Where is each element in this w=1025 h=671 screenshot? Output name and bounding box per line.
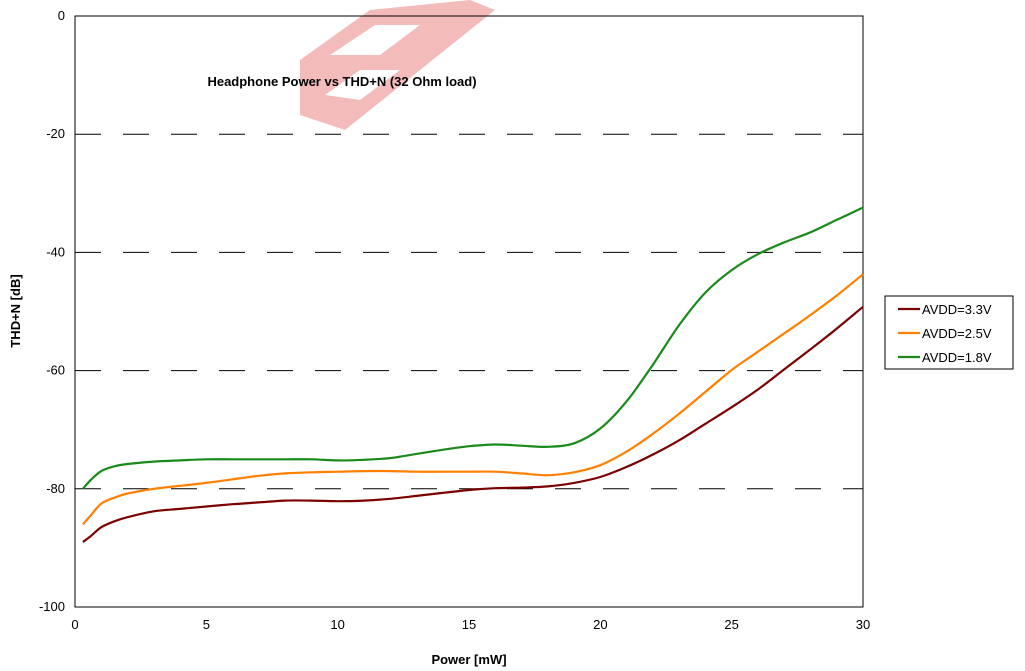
x-tick-label: 25 [724, 617, 738, 632]
legend-label: AVDD=1.8V [922, 350, 992, 365]
y-axis-label: THD+N [dB] [8, 274, 23, 347]
series-line-2 [82, 273, 864, 526]
y-tick-label: -100 [39, 599, 65, 614]
x-tick-label: 5 [203, 617, 210, 632]
legend-label: AVDD=3.3V [922, 302, 992, 317]
x-axis-ticks: 0 5 10 15 20 25 30 [71, 617, 870, 632]
y-tick-label: -60 [46, 363, 65, 378]
watermark-logo [300, 0, 495, 130]
series-line-3 [82, 206, 864, 490]
y-tick-label: 0 [58, 8, 65, 23]
x-tick-label: 15 [462, 617, 476, 632]
series-line-1 [82, 305, 864, 543]
legend-label: AVDD=2.5V [922, 326, 992, 341]
legend: AVDD=3.3V AVDD=2.5V AVDD=1.8V [884, 295, 1014, 370]
plot-area [74, 15, 864, 608]
y-tick-label: -40 [46, 244, 65, 259]
x-tick-label: 20 [593, 617, 607, 632]
x-tick-label: 30 [856, 617, 870, 632]
gridlines [75, 133, 863, 490]
y-tick-label: -20 [46, 126, 65, 141]
x-tick-label: 0 [71, 617, 78, 632]
chart-title: Headphone Power vs THD+N (32 Ohm load) [207, 74, 476, 89]
y-tick-label: -80 [46, 481, 65, 496]
series-lines [82, 206, 864, 543]
x-tick-label: 10 [330, 617, 344, 632]
x-axis-label: Power [mW] [431, 652, 506, 667]
y-axis-ticks: 0 -20 -40 -60 -80 -100 [39, 8, 65, 614]
